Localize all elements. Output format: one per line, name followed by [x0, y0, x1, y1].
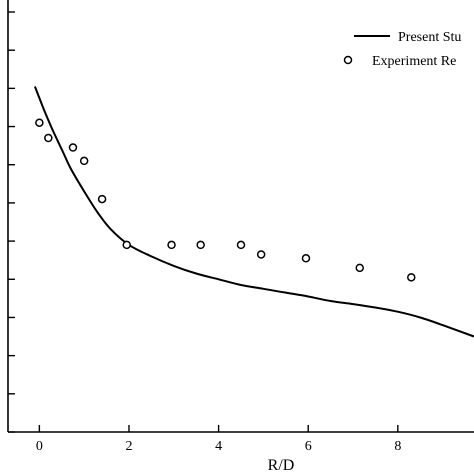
experiment-point	[97, 194, 107, 204]
experiment-point	[407, 273, 416, 282]
axes	[7, 0, 474, 433]
x-tick-label: 8	[394, 439, 401, 454]
experiment-point	[301, 254, 311, 263]
experiment-point	[196, 240, 205, 250]
x-tick-label: 6	[305, 439, 312, 454]
present-study-line	[33, 86, 474, 338]
x-axis-title: R/D	[268, 457, 295, 474]
experiment-point	[79, 156, 89, 166]
x-ticks: 0 2 4 6 8	[36, 425, 401, 454]
experiment-point	[355, 263, 364, 273]
x-tick-label: 0	[36, 439, 43, 454]
legend-marker-swatch	[343, 55, 353, 65]
experiment-point	[167, 240, 176, 250]
legend: Present Stu Experiment Re	[343, 30, 461, 69]
experiment-point	[256, 250, 266, 259]
x-tick-label: 4	[215, 439, 222, 454]
y-ticks	[8, 11, 15, 433]
legend-marker-label: Experiment Re	[372, 54, 456, 69]
experiment-point	[236, 240, 246, 250]
legend-line-label: Present Stu	[398, 30, 461, 45]
series-layer	[33, 86, 474, 338]
x-tick-label: 2	[125, 439, 132, 454]
experiment-point	[122, 240, 131, 250]
experiment-point	[44, 133, 53, 143]
experiment-point	[68, 143, 78, 152]
experiment-point	[35, 118, 44, 127]
